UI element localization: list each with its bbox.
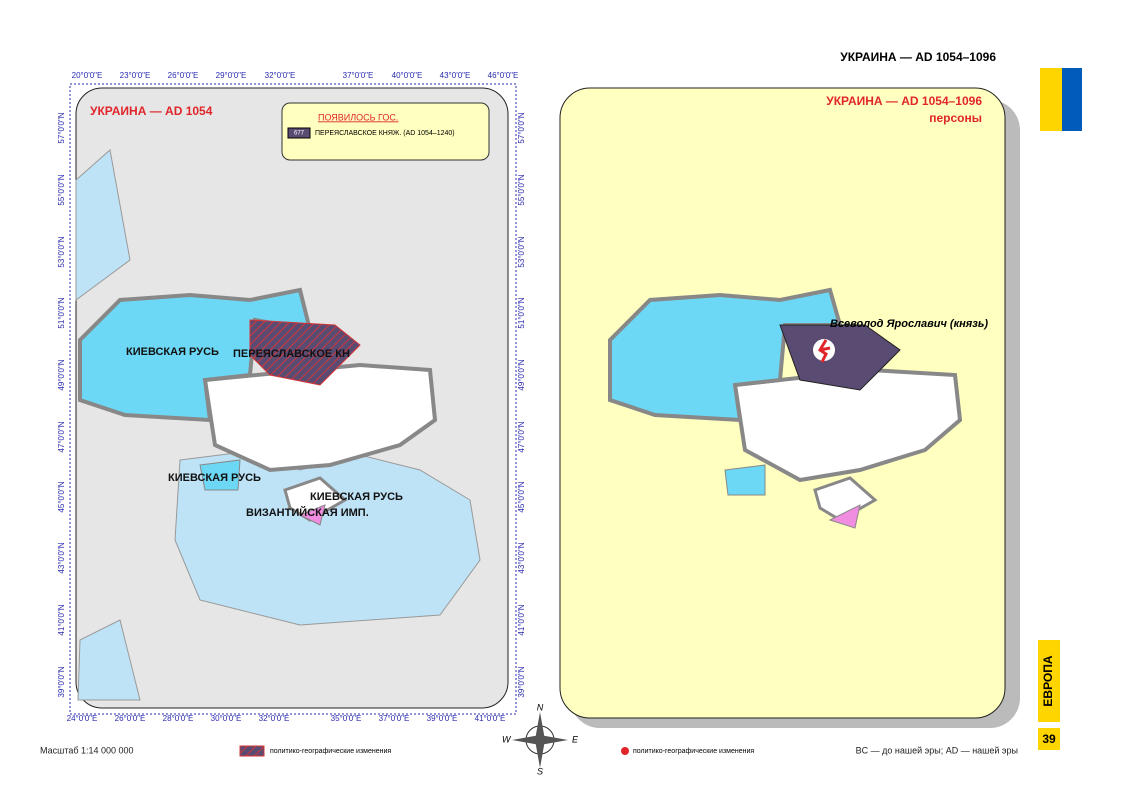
legend-swatch [287, 127, 311, 139]
compass-n: N [537, 702, 544, 712]
footer-legend: политико-географические изменения [270, 748, 391, 755]
lat-label: 49°0'0"N [517, 359, 526, 390]
map-label: ПЕРЕЯСЛАВСКОЕ КН [233, 348, 350, 360]
lon-label: 40°0'0"E [392, 71, 423, 80]
lon-label: 23°0'0"E [120, 71, 151, 80]
flag-yellow [1040, 68, 1062, 131]
lon-label: 43°0'0"E [440, 71, 471, 80]
lon-label: 35°0'0"E [331, 714, 362, 723]
map-label: ВИЗАНТИЙСКАЯ ИМП. [246, 506, 369, 519]
lat-label: 55°0'0"N [517, 174, 526, 205]
lon-label: 41°0'0"E [475, 714, 506, 723]
era-note: BC — до нашей эры; AD — нашей эры [856, 745, 1018, 755]
page-title: УКРАИНА — AD 1054–1096 [840, 50, 996, 64]
panel-subtitle: персоны [929, 111, 982, 125]
kievan-rus-south [199, 459, 241, 491]
map-label: КИЕВСКАЯ РУСЬ [126, 346, 219, 358]
person-label: Всеволод Ярославич (князь) [830, 318, 988, 330]
lon-label: 37°0'0"E [343, 71, 374, 80]
lat-label: 43°0'0"N [517, 542, 526, 573]
side-tab-label: ЕВРОПА [1041, 655, 1055, 706]
person-icon [817, 339, 831, 363]
map-label: КИЕВСКАЯ РУСЬ [310, 491, 403, 503]
lat-label: 53°0'0"N [517, 236, 526, 267]
lat-label: 41°0'0"N [57, 604, 66, 635]
legend-dot [621, 747, 629, 755]
lat-label: 49°0'0"N [57, 359, 66, 390]
lat-label: 47°0'0"N [517, 421, 526, 452]
lat-label: 53°0'0"N [57, 236, 66, 267]
lat-label: 39°0'0"N [517, 666, 526, 697]
kievan-rus-south [724, 464, 766, 496]
lon-label: 26°0'0"E [168, 71, 199, 80]
lat-label: 45°0'0"N [517, 481, 526, 512]
lon-label: 39°0'0"E [427, 714, 458, 723]
compass-e: E [572, 734, 579, 744]
lat-label: 57°0'0"N [57, 112, 66, 143]
compass-s: S [537, 766, 543, 776]
footer-legend: политико-географические изменения [633, 748, 754, 755]
lat-label: 51°0'0"N [517, 297, 526, 328]
crimea [283, 476, 348, 522]
sea [75, 149, 141, 701]
lon-label: 28°0'0"E [163, 714, 194, 723]
legend-code: 677 [294, 131, 305, 137]
side-tab [1038, 640, 1060, 722]
legend-heading: ПОЯВИЛОСЬ ГОС. [318, 112, 398, 122]
lat-label: 43°0'0"N [57, 542, 66, 573]
lat-label: 55°0'0"N [57, 174, 66, 205]
panel-title: УКРАИНА — AD 1054–1096 [826, 94, 982, 108]
lat-label: 41°0'0"N [517, 604, 526, 635]
compass-w: W [502, 734, 512, 744]
lat-label: 39°0'0"N [57, 666, 66, 697]
lon-label: 32°0'0"E [259, 714, 290, 723]
map-label: КИЕВСКАЯ РУСЬ [168, 472, 261, 484]
lon-label: 37°0'0"E [379, 714, 410, 723]
page-number-box [1038, 728, 1060, 750]
legend-label: ПЕРЕЯСЛАВСКОЕ КНЯЖ. (AD 1054–1240) [315, 130, 455, 137]
legend-swatch [239, 745, 265, 757]
lat-label: 57°0'0"N [517, 112, 526, 143]
lon-label: 29°0'0"E [216, 71, 247, 80]
byzantine [828, 504, 861, 529]
byzantine [298, 504, 326, 526]
flag-blue [1062, 68, 1082, 131]
lat-label: 45°0'0"N [57, 481, 66, 512]
lon-label: 46°0'0"E [488, 71, 519, 80]
lon-label: 20°0'0"E [72, 71, 103, 80]
pereyaslav [779, 324, 901, 391]
scale: Масштаб 1:14 000 000 [40, 745, 134, 755]
compass: N E S W [502, 702, 579, 776]
map-title: УКРАИНА — AD 1054 [90, 104, 213, 118]
ukraine-region [732, 367, 963, 483]
lon-label: 24°0'0"E [67, 714, 98, 723]
ukraine-region [202, 362, 438, 473]
pereyaslav [249, 319, 361, 386]
lon-label: 26°0'0"E [115, 714, 146, 723]
lat-label: 51°0'0"N [57, 297, 66, 328]
lat-label: 47°0'0"N [57, 421, 66, 452]
lon-label: 32°0'0"E [265, 71, 296, 80]
lon-label: 30°0'0"E [211, 714, 242, 723]
legend-box [281, 102, 490, 161]
page-number: 39 [1042, 732, 1056, 746]
